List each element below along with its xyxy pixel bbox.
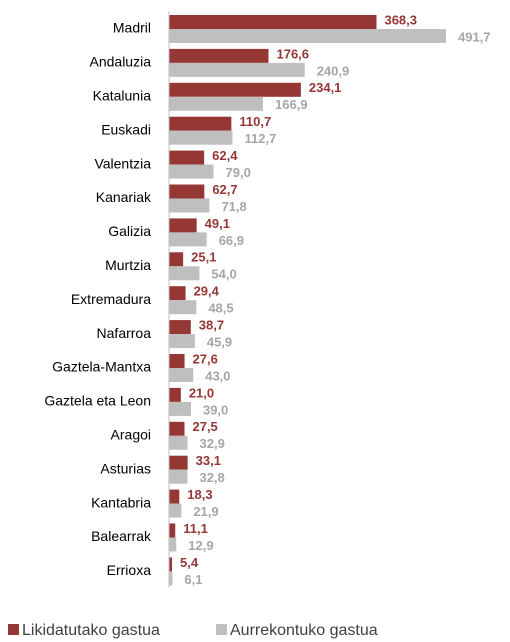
bar (169, 571, 173, 586)
bar (169, 29, 446, 43)
bar (169, 184, 205, 199)
bar (169, 198, 210, 213)
category-label: Gaztela eta Leon (44, 393, 151, 409)
value-label: 176,6 (276, 46, 309, 61)
value-label: 21,9 (193, 504, 218, 519)
category-label: Kanariak (96, 189, 152, 205)
value-label: 21,0 (189, 385, 214, 400)
bar (169, 320, 191, 335)
bar (169, 218, 197, 233)
value-label: 49,1 (205, 216, 230, 231)
category-label: Madril (113, 20, 151, 36)
bar (169, 130, 233, 145)
category-label: Errioxa (107, 562, 152, 578)
category-label: Valentzia (94, 155, 151, 171)
bar (169, 300, 197, 315)
bar (169, 164, 214, 179)
bar (169, 435, 188, 450)
bar (169, 557, 173, 572)
value-label: 32,8 (199, 470, 224, 485)
category-label: Murtzia (105, 257, 151, 273)
bar (169, 82, 301, 97)
value-label: 18,3 (187, 487, 212, 502)
value-label: 240,9 (317, 63, 350, 78)
category-label: Balearrak (91, 528, 152, 544)
bar (169, 455, 188, 470)
value-label: 11,1 (183, 521, 208, 536)
category-label: Kantabria (91, 494, 151, 510)
legend-swatch (216, 624, 227, 635)
value-label: 6,1 (184, 572, 202, 587)
value-label: 112,7 (244, 131, 276, 146)
value-label: 12,9 (188, 538, 213, 553)
bar (169, 469, 188, 484)
value-label: 25,1 (191, 250, 216, 265)
value-label: 45,9 (207, 335, 232, 350)
bar (169, 96, 264, 111)
value-label: 110,7 (239, 114, 271, 129)
bar (169, 150, 205, 165)
legend-label: Likidatutako gastua (22, 622, 160, 639)
category-label: Galizia (108, 223, 151, 239)
value-label: 5,4 (180, 555, 199, 570)
value-label: 33,1 (196, 453, 221, 468)
bar (169, 15, 377, 29)
bar (169, 116, 232, 131)
category-label: Aragoi (111, 427, 151, 443)
category-label: Asturias (100, 460, 151, 476)
bar (169, 62, 305, 77)
bar (169, 503, 182, 518)
value-label: 71,8 (221, 199, 246, 214)
bar (169, 401, 191, 416)
category-label: Andaluzia (90, 54, 152, 70)
value-label: 166,9 (275, 97, 308, 112)
value-label: 27,6 (193, 351, 218, 366)
category-label: Nafarroa (97, 325, 152, 341)
bar (169, 421, 185, 436)
value-label: 39,0 (203, 402, 228, 417)
category-label: Katalunia (93, 88, 152, 104)
bar (169, 537, 177, 552)
bar (169, 523, 176, 538)
bar (169, 354, 185, 368)
value-label: 491,7 (458, 29, 491, 44)
value-label: 234,1 (309, 80, 342, 95)
bar (169, 368, 194, 382)
value-label: 43,0 (205, 368, 230, 383)
value-label: 79,0 (226, 165, 251, 180)
category-label: Gaztela-Mantxa (52, 359, 151, 375)
value-label: 66,9 (219, 233, 244, 248)
bar (169, 266, 200, 281)
bar (169, 286, 186, 301)
bar (169, 48, 269, 63)
category-label: Euskadi (101, 121, 151, 137)
bar (169, 252, 184, 267)
bar (169, 334, 195, 349)
bar (169, 232, 207, 247)
value-label: 62,7 (212, 182, 237, 197)
value-label: 62,4 (212, 148, 238, 163)
value-label: 54,0 (211, 267, 236, 282)
bar (169, 489, 180, 504)
value-label: 32,9 (200, 436, 225, 451)
legend-label: Aurrekontuko gastua (230, 622, 378, 639)
value-label: 29,4 (194, 284, 220, 299)
bar (169, 387, 181, 402)
value-label: 48,5 (208, 301, 233, 316)
value-label: 38,7 (199, 318, 224, 333)
category-label: Extremadura (71, 291, 151, 307)
value-label: 27,5 (192, 419, 217, 434)
value-label: 368,3 (384, 12, 417, 27)
legend-swatch (8, 624, 19, 635)
